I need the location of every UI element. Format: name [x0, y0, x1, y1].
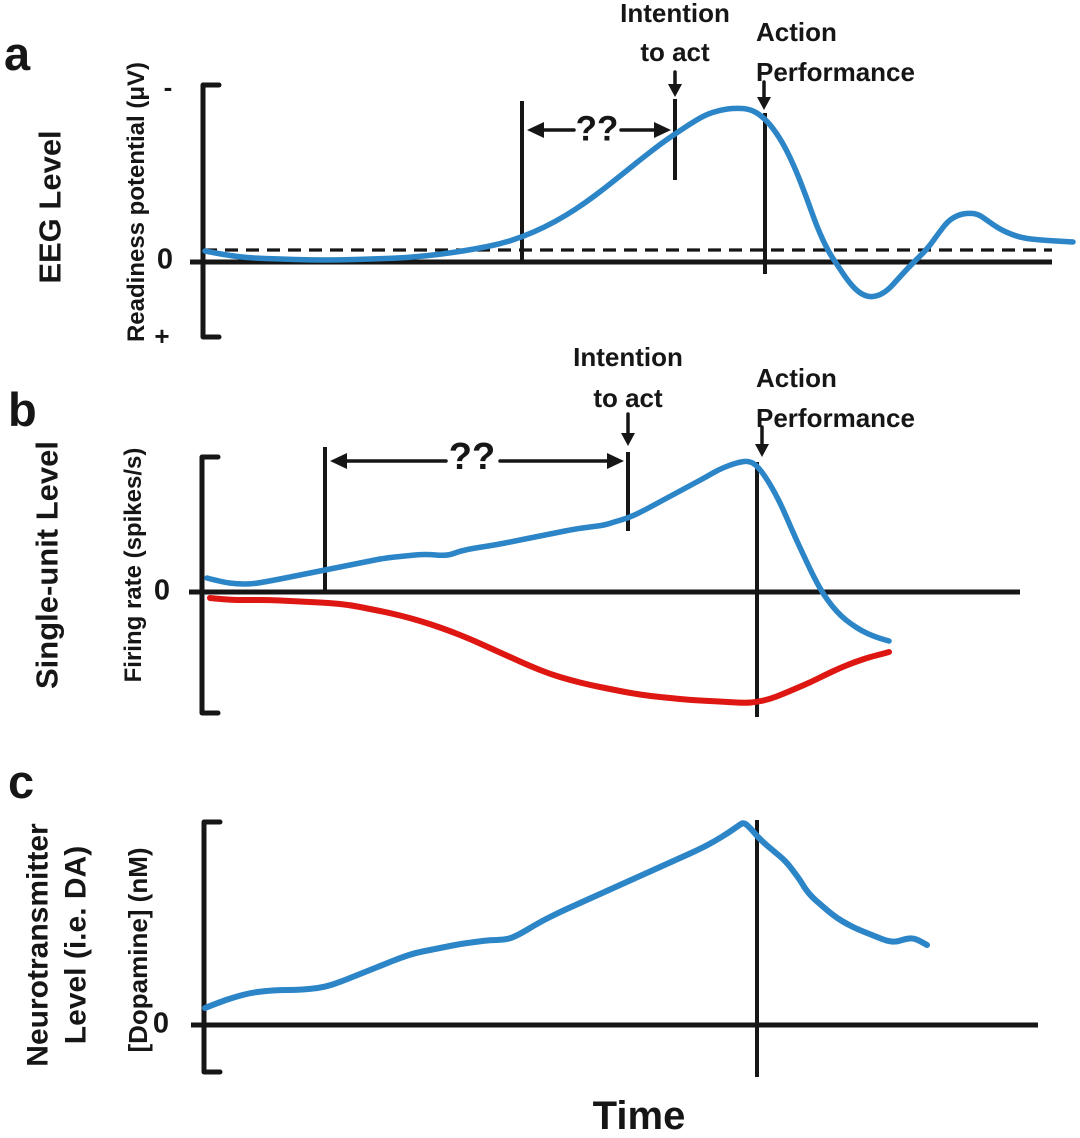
zero-tick-label-b: 0	[153, 574, 171, 607]
single-unit-level-label: Single-unit Level	[29, 440, 65, 690]
neurotransmitter-level-label: Neurotransmitter Level (i.e. DA)	[20, 823, 95, 1066]
dopamine-axis-label: [Dopamine] (nM)	[123, 847, 153, 1053]
action-performance-label-b: Action Performance	[756, 358, 915, 438]
unknown-interval-label-a: ??	[575, 109, 619, 149]
unknown-interval-label-b: ??	[448, 436, 496, 478]
zero-tick-label-a: 0	[156, 243, 174, 276]
action-performance-label-a: Action Performance	[756, 12, 915, 92]
intention-to-act-label-b-line2: to act	[593, 383, 663, 413]
neurotransmitter-level-label-line2: Level (i.e. DA)	[59, 845, 92, 1045]
firing-rate-axis-label: Firing rate (spikes/s)	[120, 447, 147, 683]
eeg-level-label: EEG Level	[32, 130, 68, 284]
action-performance-label-b-line2: Performance	[756, 403, 915, 433]
zero-tick-label-c: 0	[152, 1007, 170, 1040]
plus-tick-label: +	[154, 321, 170, 351]
time-axis-label: Time	[592, 1094, 686, 1138]
readiness-potential-axis-label: Readiness potential (μV)	[123, 61, 150, 343]
intention-to-act-label-a-line1: Intention	[620, 0, 730, 28]
action-performance-label-a-line1: Action	[756, 17, 837, 47]
intention-to-act-label-b-line1: Intention	[573, 342, 683, 372]
panel-c-letter: c	[8, 755, 35, 808]
intention-to-act-label-a-line2: to act	[640, 37, 710, 67]
action-performance-label-a-line2: Performance	[756, 57, 915, 87]
action-performance-label-b-line1: Action	[756, 363, 837, 393]
minus-tick-label: -	[163, 72, 173, 102]
neurotransmitter-level-label-line1: Neurotransmitter	[21, 823, 55, 1067]
panel-a-letter: a	[4, 27, 31, 80]
panel-b-letter: b	[8, 383, 37, 436]
